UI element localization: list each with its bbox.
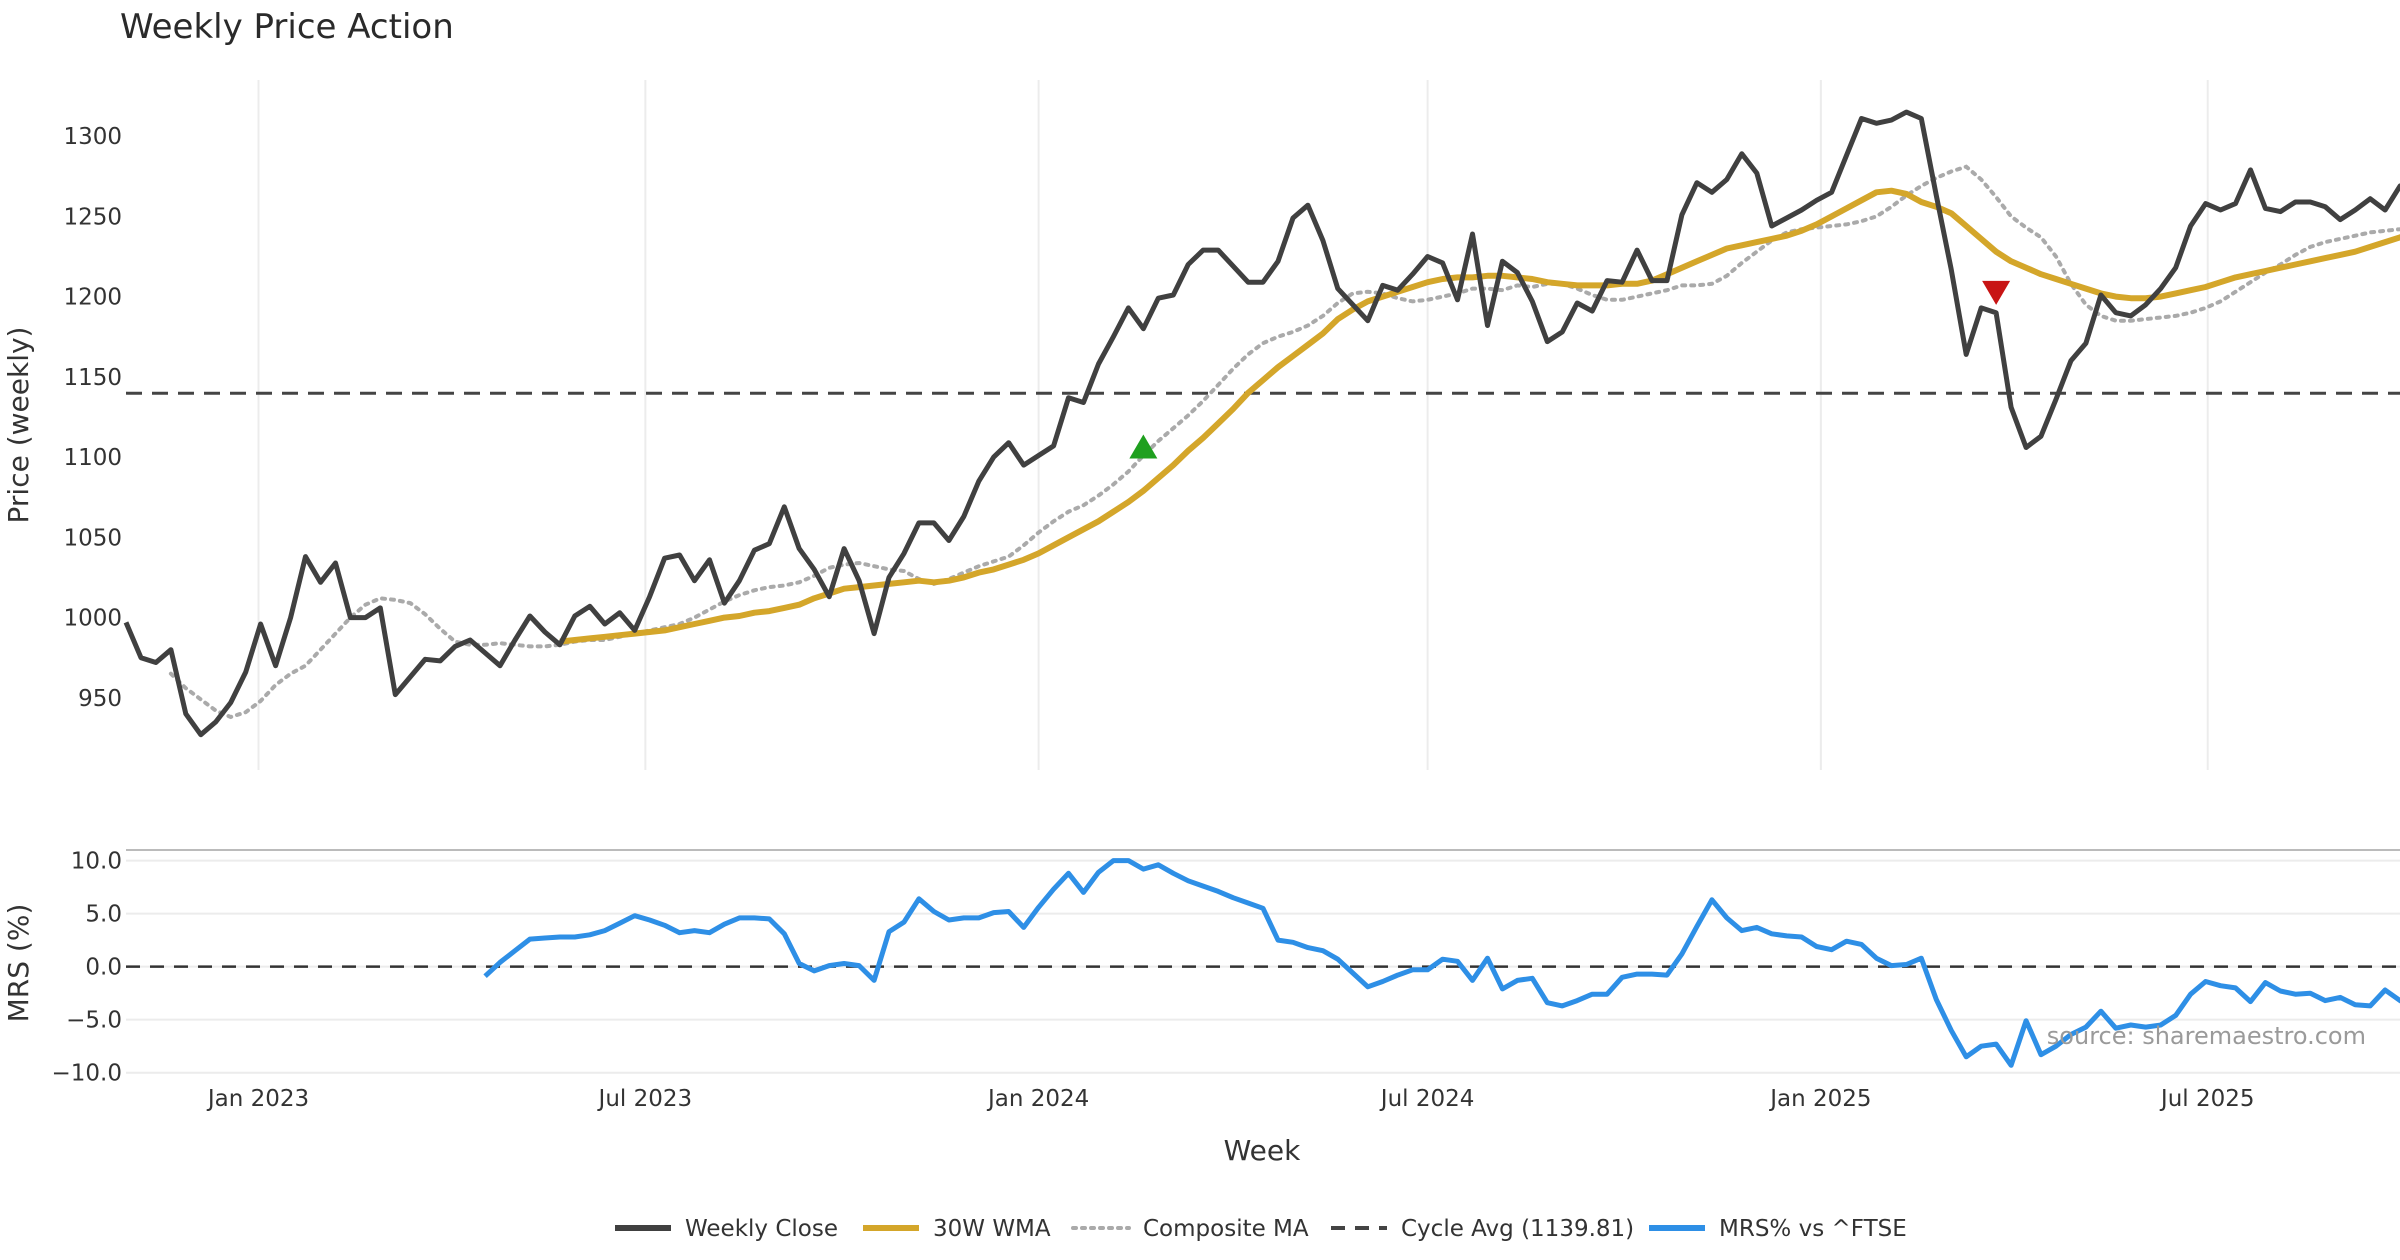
price-series bbox=[123, 109, 2400, 738]
x-tick-label: Jan 2025 bbox=[1768, 1086, 1871, 1112]
x-tick-label: Jul 2024 bbox=[1379, 1086, 1475, 1112]
x-tick-label: Jul 2023 bbox=[597, 1086, 693, 1112]
price-y-tick-label: 1100 bbox=[63, 445, 122, 471]
legend-label: Cycle Avg (1139.81) bbox=[1401, 1216, 1634, 1242]
chart-title: Weekly Price Action bbox=[120, 7, 454, 47]
legend-item: Weekly Close bbox=[615, 1216, 838, 1242]
mrs-y-tick-label: −10.0 bbox=[52, 1061, 122, 1087]
legend-label: 30W WMA bbox=[933, 1216, 1051, 1242]
price-y-tick-label: 1250 bbox=[63, 204, 122, 230]
legend-item: Cycle Avg (1139.81) bbox=[1331, 1216, 1634, 1242]
price-y-tick-label: 1150 bbox=[63, 365, 122, 391]
buy-signal-marker bbox=[1129, 434, 1158, 459]
mrs-line bbox=[483, 858, 2400, 1068]
price-y-tick-label: 1300 bbox=[63, 124, 122, 150]
x-tick-label: Jul 2025 bbox=[2159, 1086, 2255, 1112]
legend-label: MRS% vs ^FTSE bbox=[1719, 1216, 1907, 1242]
x-axis-label: Week bbox=[1224, 1134, 1301, 1167]
x-tick-label: Jan 2024 bbox=[986, 1086, 1089, 1112]
mrs-y-axis-label: MRS (%) bbox=[2, 904, 35, 1023]
price-y-ticks: 950 1000 1050 1100 1150 1200 1250 1300 bbox=[63, 124, 122, 712]
price-y-axis-label: Price (weekly) bbox=[2, 327, 35, 524]
mrs-y-tick-label: 0.0 bbox=[85, 955, 122, 981]
price-y-tick-label: 1200 bbox=[63, 285, 122, 311]
x-tick-label: Jan 2023 bbox=[206, 1086, 309, 1112]
legend-item: Composite MA bbox=[1071, 1216, 1309, 1242]
legend-item: MRS% vs ^FTSE bbox=[1649, 1216, 1907, 1242]
x-ticks: Jan 2023 Jul 2023 Jan 2024 Jul 2024 Jan 2025… bbox=[206, 1086, 2255, 1112]
source-note: source: sharemaestro.com bbox=[2047, 1022, 2366, 1050]
price-y-tick-label: 950 bbox=[78, 686, 122, 712]
legend-label: Composite MA bbox=[1143, 1216, 1309, 1242]
price-y-tick-label: 1000 bbox=[63, 606, 122, 632]
legend-item: 30W WMA bbox=[863, 1216, 1051, 1242]
legend: Weekly Close 30W WMA Composite MA Cycle Avg… bbox=[615, 1216, 1907, 1242]
mrs-y-ticks: 10.0 5.0 0.0 −5.0 −10.0 bbox=[52, 849, 122, 1087]
weekly-close-line bbox=[123, 109, 2400, 738]
mrs-y-tick-label: 5.0 bbox=[85, 902, 122, 928]
price-grid bbox=[257, 80, 2209, 770]
price-y-tick-label: 1050 bbox=[63, 525, 122, 551]
legend-label: Weekly Close bbox=[685, 1216, 838, 1242]
sell-signal-marker bbox=[1982, 280, 2011, 305]
mrs-y-tick-label: 10.0 bbox=[71, 849, 122, 875]
mrs-y-tick-label: −5.0 bbox=[66, 1008, 122, 1034]
signal-markers bbox=[1129, 280, 2011, 459]
composite-ma-line bbox=[168, 164, 2400, 720]
mrs-series bbox=[126, 858, 2400, 1068]
